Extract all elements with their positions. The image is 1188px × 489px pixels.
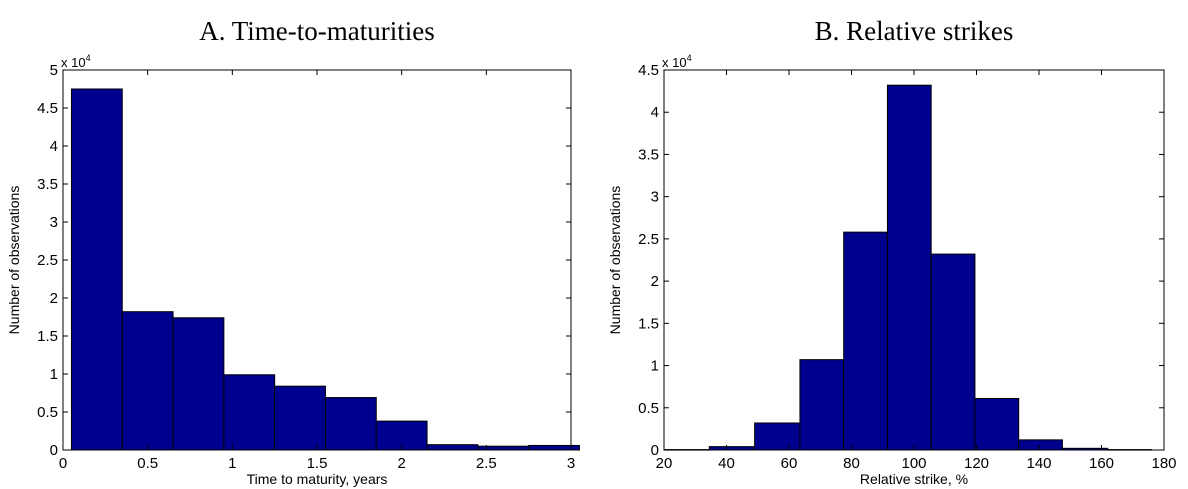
x-axis-label: Time to maturity, years (247, 471, 388, 487)
y-tick-label: 0.5 (638, 400, 659, 417)
x-tick-label: 160 (1089, 455, 1114, 472)
x-tick-label: 80 (843, 455, 860, 472)
y-tick-label: 3 (50, 214, 58, 231)
x-tick-label: 0 (59, 455, 67, 472)
histogram-bar (274, 385, 326, 451)
y-tick-label: 4 (50, 138, 58, 155)
x-tick-label: 20 (656, 455, 673, 472)
y-tick-label: 3.5 (638, 146, 659, 163)
x-tick-label: 40 (718, 455, 735, 472)
chart-panel-a: 0 0.5 1 1.5 2 2.5 3 0 0.5 1 1.5 2 2.5 3 3.5 4 4.5 5 A. Tim… (6, 16, 580, 487)
histogram-bar (121, 311, 174, 451)
chart-title: B. Relative strikes (815, 16, 1014, 46)
histogram-bar (426, 444, 479, 451)
x-tick-label: 120 (964, 455, 989, 472)
histogram-bar (974, 397, 1020, 451)
y-tick-label: 1 (50, 366, 58, 383)
x-tick-label: 1.5 (307, 455, 328, 472)
histogram-bar (708, 446, 756, 451)
y-tick-label: 2.5 (37, 252, 58, 269)
x-tick-label: 100 (901, 455, 926, 472)
y-axis-label: Number of observations (6, 186, 22, 335)
y-axis-multiplier: x 104 (662, 53, 692, 70)
y-tick-label: 1.5 (638, 315, 659, 332)
y-tick-label: 4.5 (37, 100, 58, 117)
y-tick-label: 1.5 (37, 328, 58, 345)
x-tick-label: 2 (397, 455, 405, 472)
histogram-bar (799, 359, 845, 451)
histogram-bar (843, 231, 888, 451)
y-axis-label: Number of observations (607, 186, 623, 335)
x-tick-label: 3 (567, 455, 575, 472)
x-tick-label: 1 (228, 455, 236, 472)
y-axis-multiplier-base: x 10 (662, 55, 687, 70)
x-tick-label: 60 (781, 455, 798, 472)
y-tick-label: 0.5 (37, 404, 58, 421)
x-tick-label: 180 (1151, 455, 1176, 472)
y-tick-label: 2.5 (638, 231, 659, 248)
chart-title: A. Time-to-maturities (199, 16, 435, 46)
y-axis-multiplier-base: x 10 (61, 55, 86, 70)
histogram-bar (324, 397, 377, 451)
y-tick-label: 3 (651, 189, 659, 206)
chart-panel-b: 20 40 60 80 100 120 140 160 180 0 0.5 1 1.5 2 2.5 3 3.5 4… (607, 16, 1177, 487)
y-axis-multiplier: x 104 (61, 53, 91, 70)
histogram-bar (528, 444, 580, 451)
x-tick-label: 2.5 (476, 455, 497, 472)
histogram-bar (172, 317, 225, 451)
histogram-bar (1018, 439, 1063, 451)
x-axis-label: Relative strike, % (860, 471, 968, 487)
histogram-bar (70, 88, 123, 451)
histogram-bar (477, 445, 530, 451)
y-tick-label: 2 (651, 273, 659, 290)
y-tick-label: 0 (50, 442, 58, 459)
y-tick-label: 3.5 (37, 176, 58, 193)
y-tick-label: 2 (50, 290, 58, 307)
histogram-bar (754, 422, 801, 451)
y-tick-label: 5 (50, 62, 58, 79)
y-tick-label: 4 (651, 104, 659, 121)
y-tick-label: 4.5 (638, 62, 659, 79)
y-tick-label: 1 (651, 358, 659, 375)
y-axis-multiplier-exponent: 4 (86, 53, 91, 63)
histogram-bar (223, 374, 276, 451)
x-tick-label: 140 (1026, 455, 1051, 472)
histogram-bar (930, 253, 976, 451)
y-axis-multiplier-exponent: 4 (687, 53, 692, 63)
histogram-bar (886, 84, 932, 451)
y-tick-label: 0 (651, 442, 659, 459)
x-tick-label: 0.5 (137, 455, 158, 472)
